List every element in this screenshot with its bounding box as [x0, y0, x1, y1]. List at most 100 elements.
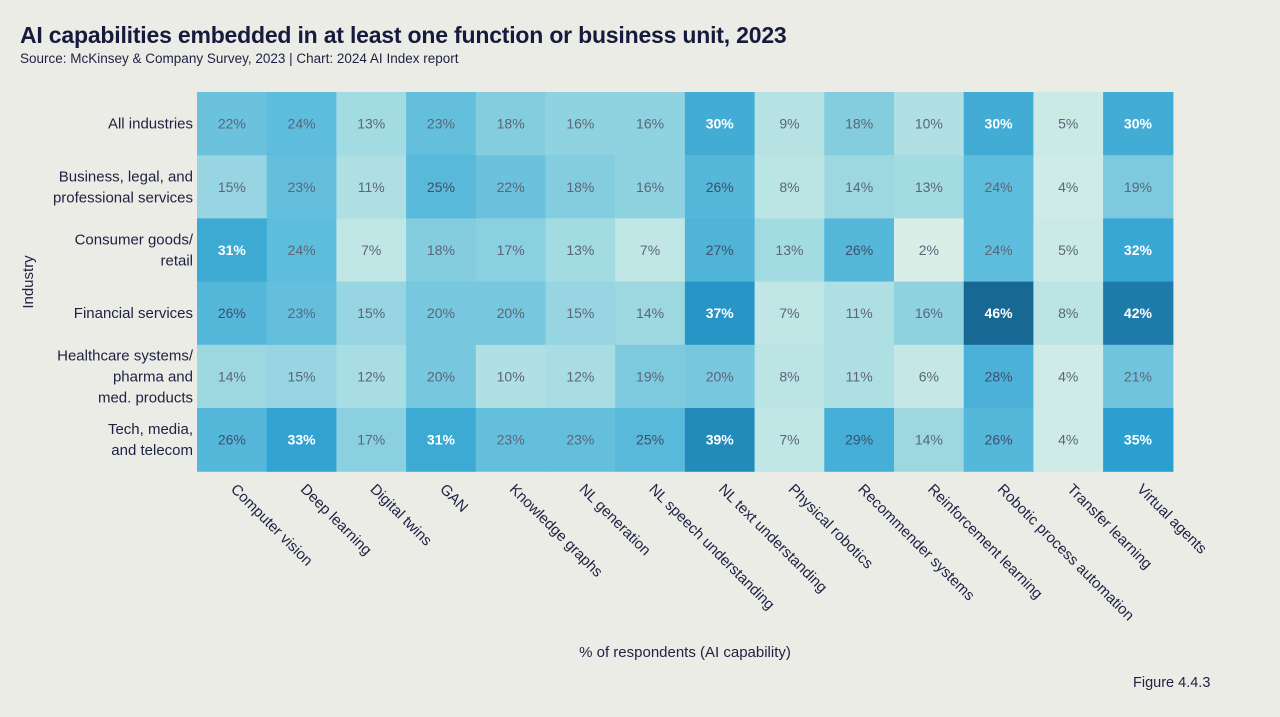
heatmap-cell — [1103, 155, 1174, 219]
heatmap-cell — [615, 92, 686, 156]
cell-value-label: 12% — [357, 368, 385, 384]
cell-value-label: 20% — [427, 368, 455, 384]
y-tick-label: All industries — [108, 116, 193, 133]
cell-value-label: 30% — [1124, 116, 1153, 132]
x-tick-label: NL generation — [576, 481, 654, 559]
heatmap-cell — [1033, 92, 1104, 156]
heatmap-cell — [1103, 92, 1174, 156]
cell-value-label: 39% — [706, 432, 735, 448]
cell-value-label: 14% — [636, 305, 664, 321]
cell-value-label: 13% — [915, 179, 943, 195]
heatmap-cell — [684, 408, 756, 472]
cell-value-label: 20% — [427, 305, 455, 321]
heatmap-cell — [266, 155, 337, 219]
chart-subtitle: Source: McKinsey & Company Survey, 2023 … — [20, 51, 459, 66]
cell-value-label: 23% — [497, 432, 525, 448]
heatmap-cell — [684, 155, 756, 219]
heatmap-cell — [336, 344, 407, 409]
heatmap-cell — [475, 155, 547, 219]
heatmap-cell — [754, 281, 825, 346]
cell-value-label: 32% — [1124, 242, 1153, 258]
x-tick-label: Digital twins — [367, 481, 436, 550]
heatmap-cell — [824, 408, 895, 472]
cell-value-label: 21% — [1124, 368, 1152, 384]
heatmap-cell — [963, 408, 1034, 472]
heatmap-cell — [615, 281, 686, 346]
heatmap-cell — [754, 92, 825, 156]
heatmap-cell — [894, 281, 965, 346]
heatmap-cell — [1103, 218, 1174, 283]
cell-value-label: 23% — [566, 432, 594, 448]
x-tick-label: Deep learning — [297, 481, 375, 559]
cell-value-label: 42% — [1124, 305, 1153, 321]
heatmap-cell — [475, 281, 547, 346]
x-tick-label: Robotic process automation — [994, 481, 1137, 624]
heatmap-cell — [1103, 408, 1174, 472]
cell-value-label: 7% — [361, 242, 381, 258]
y-tick-label: Healthcare systems/pharma and med. produc… — [57, 347, 194, 406]
cell-value-label: 18% — [845, 116, 873, 132]
heatmap-cell — [197, 155, 268, 219]
cell-value-label: 30% — [985, 116, 1014, 132]
cell-value-label: 37% — [706, 305, 735, 321]
cell-value-label: 22% — [497, 179, 525, 195]
cell-value-label: 31% — [218, 242, 247, 258]
cell-value-label: 16% — [636, 179, 664, 195]
cell-value-label: 14% — [915, 432, 943, 448]
heatmap-cell — [197, 344, 268, 409]
cell-value-label: 13% — [566, 242, 594, 258]
cell-value-label: 4% — [1058, 179, 1078, 195]
heatmap-cell — [197, 281, 268, 346]
heatmap-cell — [824, 344, 895, 409]
cell-value-label: 28% — [985, 368, 1013, 384]
cell-value-label: 19% — [636, 368, 664, 384]
heatmap-cell — [197, 218, 268, 283]
cell-value-label: 7% — [779, 432, 799, 448]
heatmap-cell — [754, 408, 825, 472]
heatmap-cell — [963, 281, 1034, 346]
cell-value-label: 13% — [357, 116, 385, 132]
heatmap-cell — [754, 155, 825, 219]
cell-value-label: 13% — [775, 242, 803, 258]
heatmap-cell — [615, 218, 686, 283]
cell-value-label: 7% — [779, 305, 799, 321]
y-tick-labels: All industries Business, legal, and profes… — [53, 116, 194, 460]
cell-value-label: 17% — [357, 432, 385, 448]
x-tick-label: Reinforcement learning — [924, 481, 1046, 603]
cell-value-label: 10% — [497, 368, 525, 384]
cell-value-label: 26% — [218, 305, 246, 321]
heatmap-cell — [963, 92, 1034, 156]
heatmap-cell — [754, 218, 825, 283]
cell-value-label: 16% — [636, 116, 664, 132]
heatmap-cell — [963, 344, 1034, 409]
heatmap-cell — [754, 344, 825, 409]
cell-value-label: 20% — [706, 368, 734, 384]
cell-value-label: 26% — [845, 242, 873, 258]
heatmap-cell — [963, 155, 1034, 219]
heatmap-cell — [336, 281, 407, 346]
cell-value-label: 24% — [288, 242, 316, 258]
cell-value-label: 23% — [427, 116, 455, 132]
cell-value-label: 14% — [218, 368, 246, 384]
heatmap-cell — [266, 408, 337, 472]
heatmap-cell — [684, 92, 756, 156]
cell-value-label: 10% — [915, 116, 943, 132]
heatmap-cells: 22% 24% 13% 23% 18% 16% 16% 30% 9% 18% 10% 30% 5% 30%… — [197, 92, 1174, 472]
chart-title: AI capabilities embedded in at least one… — [20, 22, 787, 48]
cell-value-label: 18% — [427, 242, 455, 258]
y-tick-label: Business, legal, and professional service… — [53, 168, 193, 206]
cell-value-label: 22% — [218, 116, 246, 132]
cell-value-label: 25% — [636, 432, 664, 448]
cell-value-label: 15% — [566, 305, 594, 321]
heatmap-cell — [824, 92, 895, 156]
y-axis-title: Industry — [20, 255, 37, 309]
cell-value-label: 24% — [985, 242, 1013, 258]
heatmap-cell — [615, 155, 686, 219]
heatmap-cell — [1033, 218, 1104, 283]
heatmap-cell — [1033, 344, 1104, 409]
heatmap-cell — [406, 218, 477, 283]
heatmap-cell — [545, 155, 616, 219]
heatmap-cell — [406, 344, 477, 409]
